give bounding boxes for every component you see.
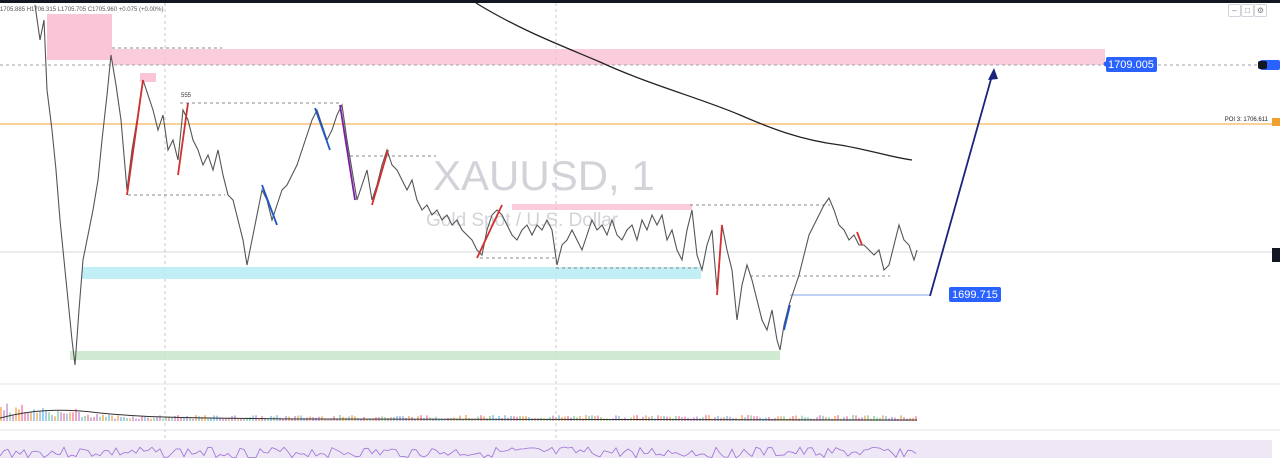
supply-zone-mid[interactable] [512, 204, 692, 210]
dotted-levels [0, 47, 1280, 277]
eye-icon[interactable] [1258, 61, 1267, 69]
target-price-label[interactable]: 1709.005 [1103, 57, 1158, 72]
supply-zone-top-left[interactable] [47, 14, 112, 60]
demand-zone-blue[interactable] [82, 267, 701, 279]
moving-average-line [475, 2, 913, 161]
scale-marker-price [1272, 248, 1280, 262]
supply-zone-main[interactable] [112, 49, 1105, 65]
svg-text:1709.005: 1709.005 [1108, 59, 1154, 71]
settings-icon[interactable]: ⚙ [1254, 4, 1267, 17]
watermark-description: Gold Spot / U.S. Dollar [426, 210, 619, 231]
poi-label: POI 3: 1706.611 [1225, 117, 1269, 123]
chart-grid [0, 3, 1280, 458]
pattern-label: 555 [181, 93, 192, 99]
svg-text:1699.715: 1699.715 [952, 289, 998, 301]
maximize-icon[interactable]: □ [1241, 4, 1254, 17]
supply-zone-small[interactable] [140, 73, 156, 82]
level-price-label[interactable]: 1699.715 [949, 287, 1001, 302]
poi-scale-tag [1272, 118, 1280, 126]
price-series [34, 4, 918, 366]
volume-pane [0, 403, 918, 421]
window-top-bar [0, 0, 1280, 3]
demand-zone-green[interactable] [70, 351, 780, 360]
watermark-symbol: XAUUSD, 1 [433, 152, 655, 199]
impulse-legs [126, 79, 863, 331]
collapse-icon[interactable]: – [1228, 4, 1241, 17]
ohlc-header: 1705.885 H1706.315 L1705.705 C1705.960 +… [0, 7, 163, 13]
oscillator-pane [0, 440, 1272, 458]
projection-arrow[interactable] [929, 68, 998, 297]
